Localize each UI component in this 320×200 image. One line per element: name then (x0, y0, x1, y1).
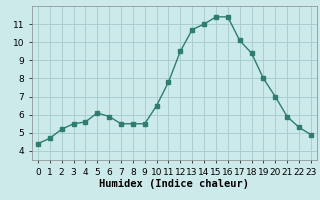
X-axis label: Humidex (Indice chaleur): Humidex (Indice chaleur) (100, 179, 249, 189)
